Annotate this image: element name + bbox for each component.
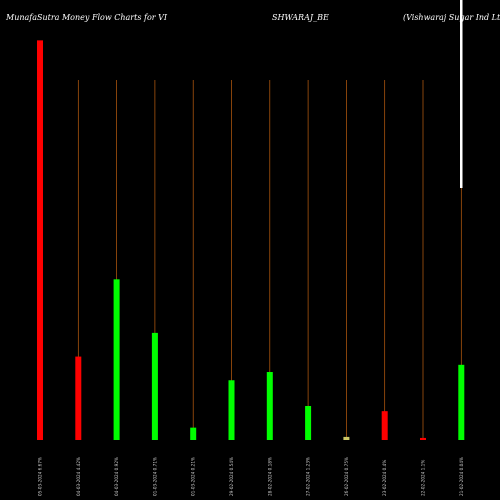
x-tick-label: 04-03-2024 0.92% bbox=[114, 457, 119, 496]
chart-title-right: (Vishwaraj Sugar Ind Ltd) Money Flow Cha… bbox=[403, 13, 500, 22]
bar bbox=[228, 380, 235, 440]
x-tick-label: 01-03-2024 0.71% bbox=[152, 457, 157, 496]
x-tick-label: 28-02-2024 0.18% bbox=[267, 457, 272, 496]
chart-title-left: MunafaSutra Money Flow Charts for VI bbox=[5, 13, 168, 22]
x-tick-label: 22-02-2024 1.1% bbox=[421, 460, 426, 496]
x-tick-label: 27-02-2024 1.23% bbox=[306, 457, 311, 496]
bar bbox=[343, 436, 350, 440]
bar bbox=[305, 406, 312, 440]
bar bbox=[266, 372, 273, 440]
x-tick-label: 29-02-2024 0.54% bbox=[229, 457, 234, 496]
bar bbox=[151, 332, 158, 440]
bar-series bbox=[37, 40, 465, 441]
bar bbox=[458, 364, 465, 440]
bar bbox=[190, 427, 197, 440]
x-tick-label: 05-03-2024 6.67% bbox=[38, 457, 43, 496]
bar bbox=[420, 437, 426, 440]
price-marker bbox=[460, 0, 463, 188]
x-tick-label: 21-02-2024 0.04% bbox=[459, 457, 464, 496]
bar bbox=[113, 279, 120, 440]
x-tick-label: 26-02-2024 0.75% bbox=[344, 457, 349, 496]
x-axis-labels: 05-03-2024 6.67% 04-03-2024 4.42% 04-03-20… bbox=[38, 457, 464, 496]
x-tick-label: 23-02-2024 0.4% bbox=[382, 460, 387, 496]
bar bbox=[381, 411, 388, 440]
bar bbox=[75, 356, 82, 440]
x-tick-label: 01-03-2024 0.21% bbox=[191, 457, 196, 496]
x-tick-label: 04-03-2024 4.42% bbox=[76, 457, 81, 496]
bar bbox=[37, 40, 43, 441]
chart-title-mid: SHWARAJ_BE bbox=[272, 13, 329, 22]
